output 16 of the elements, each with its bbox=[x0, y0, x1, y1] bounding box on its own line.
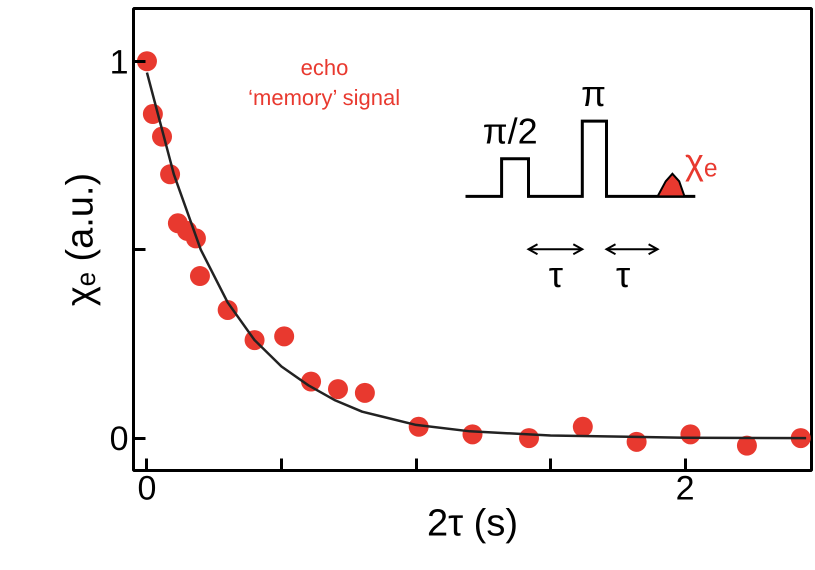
annotation: π/2 bbox=[482, 110, 538, 152]
point bbox=[274, 326, 294, 346]
point bbox=[572, 416, 593, 437]
point bbox=[136, 51, 157, 72]
annotation: τ bbox=[548, 254, 564, 295]
annotation: π bbox=[581, 73, 606, 114]
point bbox=[354, 382, 375, 403]
point bbox=[328, 379, 348, 400]
y-tick-label: 1 bbox=[110, 43, 129, 82]
y-axis-title: χₑ (a.u.) bbox=[60, 172, 102, 306]
annotation: echo ‘memory’ signal bbox=[248, 55, 400, 110]
annotation: χₑ bbox=[685, 140, 718, 182]
annotation: τ bbox=[616, 254, 630, 295]
x-axis-title: 2τ (s) bbox=[426, 502, 518, 544]
point bbox=[190, 266, 210, 286]
x-tick-label: 2 bbox=[676, 470, 695, 508]
